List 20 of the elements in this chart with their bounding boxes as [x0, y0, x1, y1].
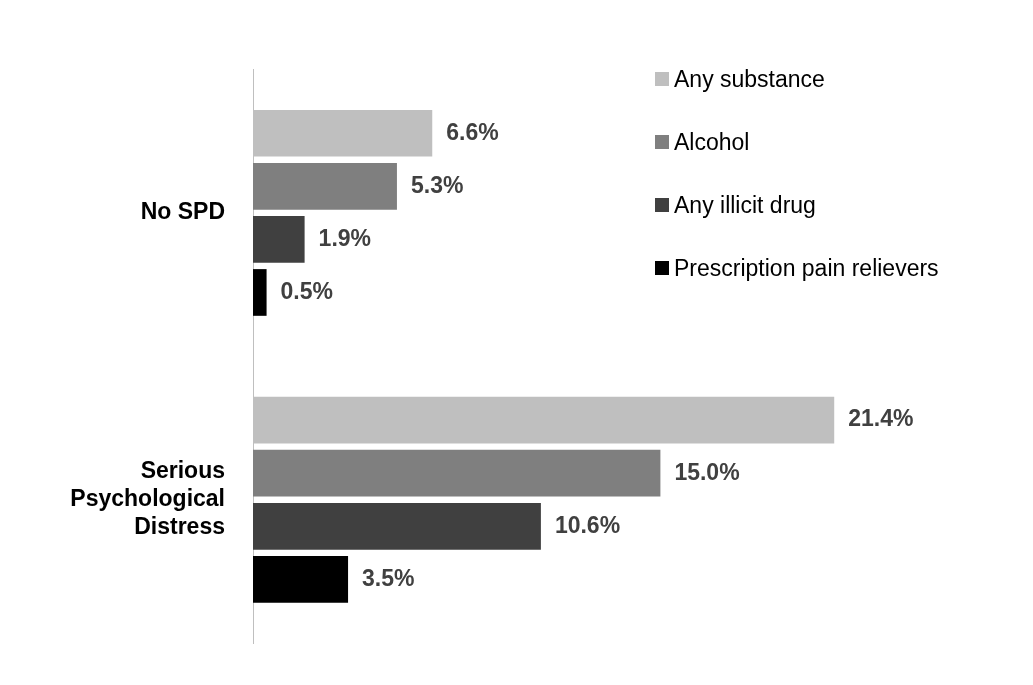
data-label: 21.4%: [848, 405, 914, 432]
bar: [253, 269, 267, 316]
y-tick-label: Serious Psychological Distress: [70, 457, 225, 539]
data-label: 15.0%: [674, 458, 740, 485]
y-tick-label: No SPD: [140, 198, 225, 225]
data-label: 3.5%: [362, 564, 415, 591]
data-label: 10.6%: [554, 511, 621, 538]
bar: [253, 502, 541, 550]
legend-label: Any substance: [674, 65, 825, 93]
legend-label: Any illicit drug: [674, 191, 816, 219]
data-label: 5.3%: [410, 171, 464, 198]
data-label: 0.5%: [280, 277, 334, 304]
bar: [253, 449, 661, 497]
bar: [253, 162, 397, 210]
legend-label: Prescription pain relievers: [674, 254, 939, 282]
legend-label: Alcohol: [674, 128, 750, 156]
bar: [253, 556, 349, 603]
data-label: 1.9%: [318, 224, 372, 251]
data-label: 6.6%: [446, 118, 499, 145]
bar: [253, 216, 305, 263]
